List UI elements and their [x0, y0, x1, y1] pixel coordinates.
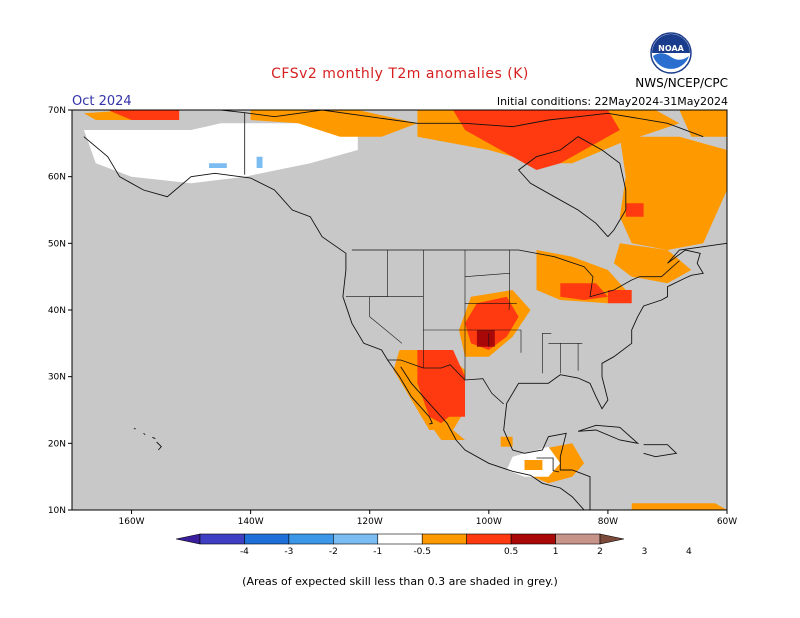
- colorbar-segment: [555, 533, 601, 545]
- colorbar-segment: [333, 533, 379, 545]
- colorbar-lower-arrow: [175, 533, 201, 545]
- map-axes: 70N 60N 50N 40N 30N 20N 10N 160W 140W 120W 100W 80W…: [48, 106, 737, 527]
- colorbar-label: 2: [597, 547, 603, 557]
- lon-tick-label: 160W: [119, 517, 145, 527]
- colorbar-segment: [466, 533, 512, 545]
- colorbar-label: -0.5: [413, 547, 431, 557]
- colorbar-segment: [288, 533, 334, 545]
- colorbar-segment: [377, 533, 423, 545]
- lon-tick-label: 120W: [357, 517, 383, 527]
- colorbar-label: -4: [240, 547, 249, 557]
- agency-label: NWS/NCEP/CPC: [635, 76, 728, 90]
- lon-tick-label: 100W: [476, 517, 502, 527]
- colorbar-label: 0.5: [504, 547, 518, 557]
- footnote: (Areas of expected skill less than 0.3 a…: [242, 575, 558, 588]
- colorbar-label: 4: [686, 547, 692, 557]
- lon-tick-label: 140W: [238, 517, 264, 527]
- colorbar: -4 -3 -2 -1 -0.5 0.5 1 2 3 4: [175, 533, 692, 557]
- coastlines: [83, 110, 727, 510]
- colorbar-upper-arrow: [599, 533, 625, 545]
- lat-tick-label: 30N: [48, 373, 66, 383]
- lon-tick-label: 60W: [717, 517, 737, 527]
- lat-tick-label: 20N: [48, 439, 66, 449]
- lat-tick-label: 40N: [48, 306, 66, 316]
- colorbar-segment: [421, 533, 467, 545]
- colorbar-segment: [199, 533, 245, 545]
- initial-conditions: Initial conditions: 22May2024-31May2024: [496, 95, 728, 108]
- colorbar-label: 1: [553, 547, 559, 557]
- forecast-month: Oct 2024: [72, 94, 132, 109]
- noaa-logo: NOAA: [650, 32, 692, 74]
- colorbar-label: -3: [284, 547, 293, 557]
- lat-tick-label: 50N: [48, 239, 66, 249]
- lat-tick-label: 60N: [48, 173, 66, 183]
- lat-tick-label: 70N: [48, 106, 66, 116]
- colorbar-segment: [244, 533, 290, 545]
- colorbar-label: 3: [642, 547, 648, 557]
- colorbar-label: -1: [373, 547, 382, 557]
- lat-tick-label: 10N: [48, 506, 66, 516]
- colorbar-label: -2: [329, 547, 338, 557]
- map-title: CFSv2 monthly T2m anomalies (K): [271, 66, 529, 82]
- lon-tick-label: 80W: [598, 517, 618, 527]
- noaa-logo-text: NOAA: [658, 44, 684, 53]
- colorbar-segment: [510, 533, 556, 545]
